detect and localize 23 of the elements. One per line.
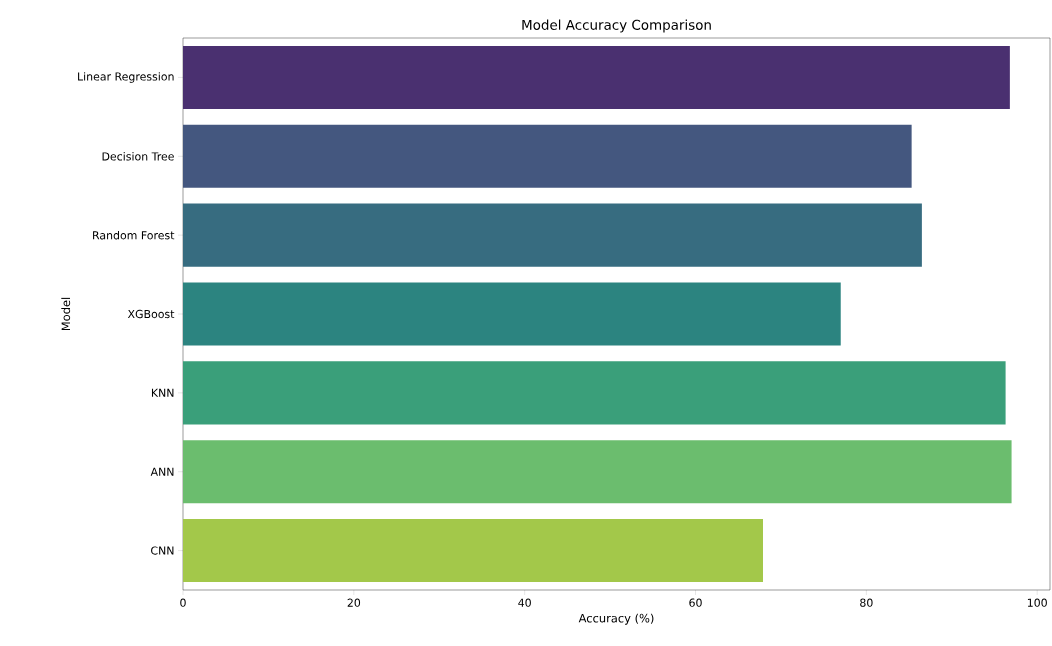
bar <box>183 282 841 346</box>
y-tick-label: ANN <box>150 467 174 476</box>
x-axis-title: Accuracy (%) <box>578 613 654 625</box>
y-tick-label: XGBoost <box>127 309 175 319</box>
x-tick-label: 100 <box>1027 598 1047 607</box>
bar <box>183 519 763 583</box>
x-tick-label: 20 <box>347 598 361 607</box>
y-axis-title: Model <box>61 297 71 331</box>
x-tick-label: 0 <box>180 598 186 607</box>
y-tick-label: Random Forest <box>93 230 175 240</box>
y-tick-label: KNN <box>151 388 174 397</box>
y-tick-label: Linear Regression <box>78 72 174 83</box>
bar <box>183 124 912 188</box>
chart-title: Model Accuracy Comparison <box>522 19 711 33</box>
x-tick-label: 60 <box>689 598 702 607</box>
bar <box>183 440 1012 504</box>
x-tick-label: 40 <box>518 598 531 607</box>
bar <box>183 45 1010 109</box>
x-tick-label: 80 <box>860 598 873 607</box>
bar <box>183 203 922 267</box>
bar <box>183 361 1006 425</box>
y-tick-label: CNN <box>151 546 174 555</box>
y-tick-label: Decision Tree <box>102 152 174 161</box>
